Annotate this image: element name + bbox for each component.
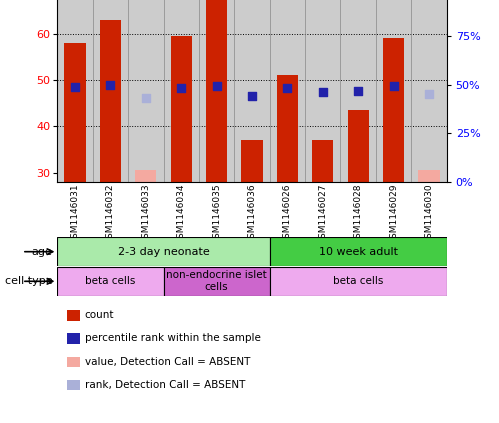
Bar [312, 140, 333, 182]
Text: cell type: cell type [5, 276, 52, 286]
Point [106, 81, 114, 88]
Bar [64, 43, 86, 182]
Bar [171, 36, 192, 182]
Point [425, 91, 433, 98]
Bar [206, 0, 227, 182]
Point [177, 85, 185, 92]
Bar [277, 75, 298, 182]
Bar [347, 110, 369, 182]
Point [248, 93, 256, 100]
Point [283, 84, 291, 91]
Bar [242, 140, 262, 182]
Bar [418, 170, 440, 182]
Bar [383, 38, 404, 182]
Bar [57, 237, 269, 266]
Text: percentile rank within the sample: percentile rank within the sample [85, 333, 260, 343]
Text: rank, Detection Call = ABSENT: rank, Detection Call = ABSENT [85, 380, 245, 390]
Text: beta cells: beta cells [333, 276, 383, 286]
Point [319, 89, 327, 96]
Bar [269, 267, 447, 296]
Point [354, 88, 362, 95]
Point [71, 83, 79, 90]
Text: age: age [31, 247, 52, 257]
Text: value, Detection Call = ABSENT: value, Detection Call = ABSENT [85, 357, 250, 367]
Bar [164, 267, 269, 296]
Text: 2-3 day neonate: 2-3 day neonate [118, 247, 210, 257]
Text: beta cells: beta cells [85, 276, 136, 286]
Point [213, 82, 221, 89]
Text: 10 week adult: 10 week adult [319, 247, 398, 257]
Text: non-endocrine islet
cells: non-endocrine islet cells [166, 270, 267, 292]
Bar [100, 20, 121, 182]
Bar [135, 170, 157, 182]
Point [142, 95, 150, 102]
Text: count: count [85, 310, 114, 320]
Point [390, 82, 398, 89]
Bar [57, 267, 164, 296]
Bar [269, 237, 447, 266]
